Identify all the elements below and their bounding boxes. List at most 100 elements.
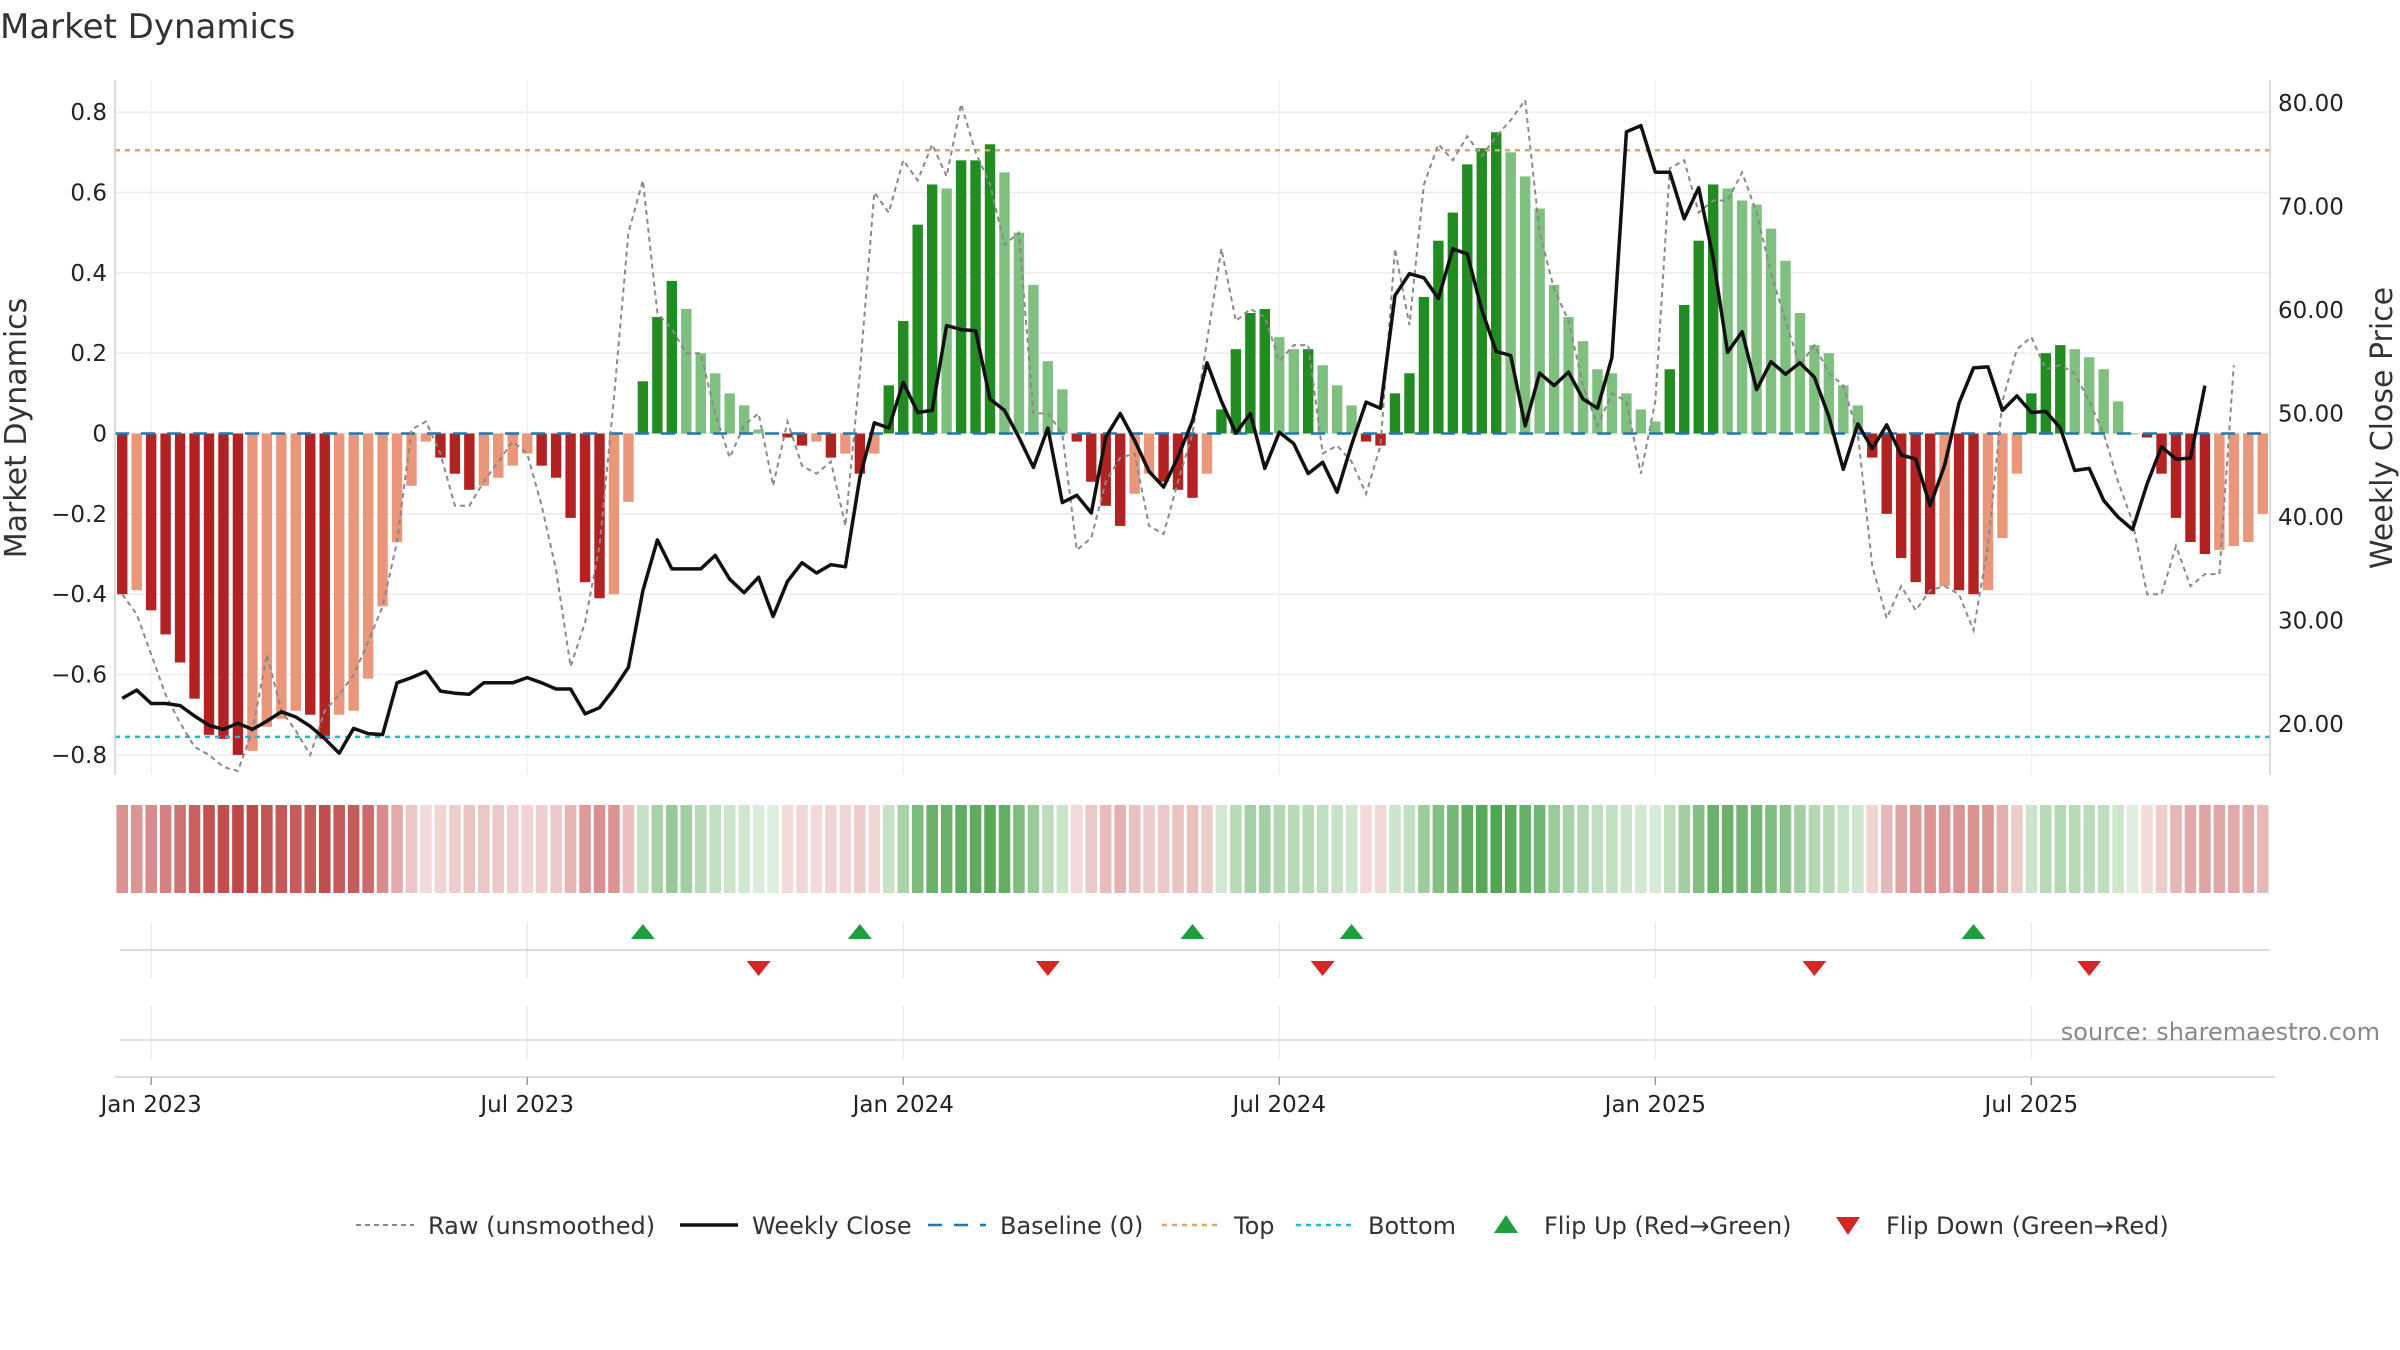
dynamics-bar (261, 433, 273, 727)
dynamics-bar (1707, 184, 1719, 434)
dynamics-bar (449, 433, 461, 474)
reference-lines (115, 149, 2270, 739)
regime-cell (1042, 805, 1054, 893)
regime-cell (1114, 805, 1126, 893)
regime-cell (1924, 805, 1936, 893)
dynamics-bar (1491, 132, 1502, 434)
y-tick-label: 0.2 (70, 341, 107, 367)
source-label: source: sharemaestro.com (2061, 1018, 2380, 1046)
dynamics-bar (1057, 389, 1068, 434)
dynamics-bar (1158, 433, 1169, 482)
regime-cell (911, 805, 924, 893)
regime-cell (1779, 805, 1792, 893)
regime-cell (1562, 805, 1575, 893)
regime-cell (1880, 805, 1893, 893)
dynamics-bar (811, 433, 822, 442)
dynamics-bar (1968, 433, 1979, 595)
regime-cell (116, 805, 129, 893)
dynamics-bar (1172, 433, 1184, 490)
regime-cell (1186, 805, 1199, 893)
dynamics-bar (623, 433, 634, 502)
dynamics-bar (1635, 409, 1647, 434)
dynamics-bar (2170, 433, 2182, 518)
dynamics-bar (2084, 357, 2095, 434)
regime-cell (2011, 805, 2023, 893)
dynamics-bar (1086, 433, 1097, 482)
regime-cell (1389, 805, 1401, 893)
dynamics-bar (796, 433, 808, 446)
regime-cell (1027, 805, 1040, 893)
dynamics-bar (1650, 421, 1661, 434)
dynamics-bar (941, 188, 952, 434)
dynamics-bar (753, 429, 764, 434)
regime-cell (1244, 805, 1257, 893)
dynamics-bar (1939, 433, 1950, 587)
regime-cell (1750, 805, 1763, 893)
dynamics-bar (305, 433, 316, 715)
regime-cell (188, 805, 201, 893)
regime-cell (1085, 805, 1098, 893)
regime-cell (376, 805, 389, 893)
flip-up-marker (847, 924, 872, 939)
dynamics-bar (883, 385, 894, 434)
regime-cell (304, 805, 317, 893)
dynamics-bar (218, 433, 229, 739)
dynamics-bar (840, 433, 851, 454)
regime-cell (2054, 805, 2067, 893)
regime-cell (1938, 805, 1951, 893)
regime-cell (1273, 805, 1286, 893)
dynamics-bar (1953, 433, 1965, 591)
regime-cell (1360, 805, 1372, 893)
regime-cell (1374, 805, 1387, 893)
regime-cell (1519, 805, 1531, 893)
regime-cell (651, 805, 664, 893)
regime-cell (333, 805, 345, 893)
empty-panel (115, 1005, 2275, 1078)
regime-cell (1345, 805, 1358, 893)
dynamics-bar (1071, 433, 1083, 442)
y2-tick-label: 20.00 (2278, 712, 2344, 738)
dynamics-bar (1910, 433, 1921, 583)
regime-cell (839, 805, 852, 893)
regime-cell (145, 805, 157, 893)
dynamics-bar (1317, 365, 1328, 434)
regime-cell (1099, 805, 1112, 893)
regime-cell (637, 805, 649, 893)
dynamics-bar (782, 433, 793, 438)
regime-cell (1201, 805, 1213, 893)
regime-cell (680, 805, 693, 893)
dynamics-bar (724, 393, 735, 434)
regime-cell (1287, 805, 1300, 893)
regime-cell (217, 805, 230, 893)
legend-label: Baseline (0) (1000, 1212, 1143, 1240)
regime-cell (738, 805, 750, 893)
dynamics-bar (1794, 313, 1806, 434)
dynamics-bar (926, 184, 938, 434)
regime-cell (1316, 805, 1329, 893)
dynamics-bar (898, 321, 909, 434)
chart-title: Market Dynamics (0, 7, 295, 47)
x-axis-ticks: Jan 2023 Jul 2023 Jan 2024 Jul 2024 Jan 2025… (99, 1077, 2078, 1118)
dynamics-bar (1895, 433, 1907, 559)
dynamics-bar (1982, 433, 1994, 591)
y2-tick-label: 40.00 (2278, 505, 2344, 531)
dynamics-bar (2156, 433, 2167, 474)
dynamics-bar (232, 433, 244, 755)
regime-cell (1577, 805, 1589, 893)
dynamics-bar (1331, 385, 1343, 434)
regime-cell (1128, 805, 1141, 893)
legend-label: Flip Down (Green→Red) (1886, 1212, 2169, 1240)
regime-cell (1331, 805, 1343, 893)
regime-cell (290, 805, 302, 893)
dynamics-bar (1809, 345, 1820, 434)
regime-cell (492, 805, 505, 893)
dynamics-bar (1389, 393, 1401, 434)
regime-cell (1837, 805, 1850, 893)
regime-cell (1692, 805, 1705, 893)
regime-cell (1649, 805, 1662, 893)
regime-cell (2025, 805, 2038, 893)
regime-cell (506, 805, 519, 893)
dynamics-bar (1028, 284, 1039, 434)
regime-cell (1447, 805, 1459, 893)
